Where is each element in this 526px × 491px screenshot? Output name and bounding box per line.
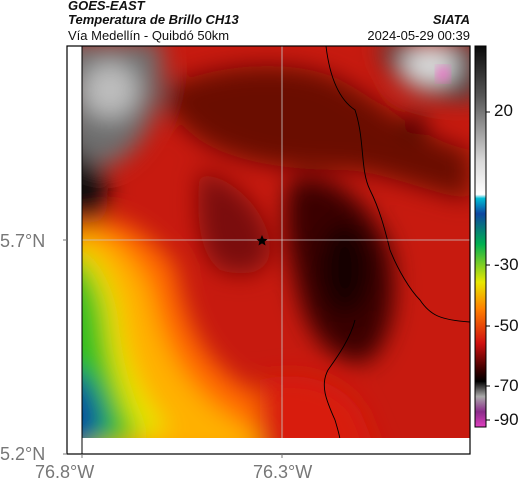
location-star-icon	[256, 235, 268, 246]
datetime-label: 2024-05-29 00:39	[367, 28, 470, 43]
lat-tick-label: 5.2°N	[0, 444, 46, 464]
colorbar-tick-label: -50	[494, 316, 519, 335]
map-frame	[66, 45, 471, 455]
colorbar-tick-label: -30	[494, 255, 519, 274]
lon-tick-label: 76.8°W	[35, 462, 95, 482]
colorbar-tick-label: 20	[494, 101, 513, 120]
source-label: SIATA	[432, 12, 470, 27]
region-subtitle: Vía Medellín - Quibdó 50km	[68, 28, 230, 43]
satellite-title: GOES-EAST	[68, 0, 145, 13]
colorbar	[474, 45, 487, 428]
lon-tick-label: 76.3°W	[253, 462, 313, 482]
temperature-field	[82, 46, 470, 438]
product-title: Temperatura de Brillo CH13	[68, 12, 239, 27]
colorbar-tick-label: -70	[494, 376, 519, 395]
lat-tick-label: 5.7°N	[0, 231, 46, 251]
colorbar-tick-label: -90	[494, 410, 519, 429]
